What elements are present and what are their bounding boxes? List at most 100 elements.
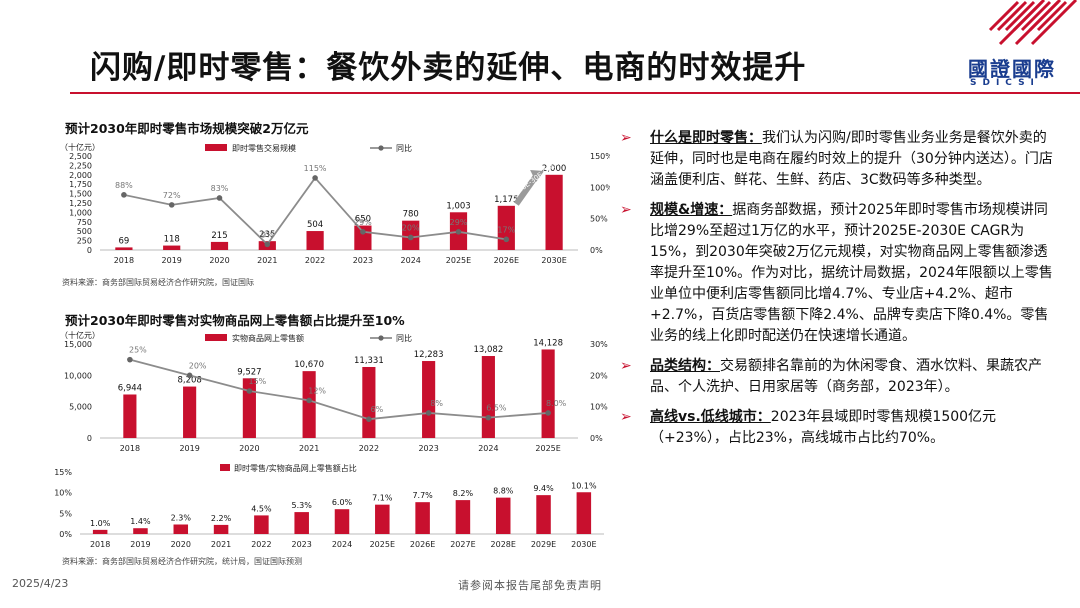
yoy-label: 20% [402, 223, 420, 232]
chart1-source: 资料来源：商务部国际贸易经济合作研究院，国证国际 [62, 278, 254, 287]
bar [362, 366, 376, 438]
y-tick-label: 1,500 [69, 190, 92, 199]
x-tick-label: 2021 [299, 444, 319, 453]
chart2: （十亿元） 实物商品网上零售额 同比 0 5,000 10,000 15,000 0% 10% 2… [60, 330, 608, 453]
x-tick-label: 2022 [251, 540, 271, 549]
bullet-city-tier: ➢ 高线vs.低线城市：2023年县域即时零售规模1500亿元（+23%），占比… [620, 407, 1060, 449]
bar [375, 504, 390, 534]
x-tick-label: 2021 [257, 256, 277, 265]
bar-value-label: 13,082 [474, 345, 504, 355]
bar [183, 386, 197, 438]
x-tick-label: 2030E [541, 256, 566, 265]
logo-name: 國證國際 [968, 57, 1056, 81]
report-date: 2025/4/23 [12, 577, 69, 590]
y-tick-label: 500 [77, 227, 92, 236]
yoy-label: 15% [248, 377, 266, 386]
bar-value-label: 5.3% [292, 501, 313, 510]
bar-value-label: 9.4% [533, 484, 554, 493]
bar-value-label: 650 [355, 215, 371, 225]
y-axis-label: （十亿元） [60, 142, 100, 152]
yoy-label: 9% [261, 230, 274, 239]
yoy-point [503, 236, 510, 243]
cagr-annotation: 2026E-30E CAGR=14% [509, 145, 580, 200]
bar [576, 492, 592, 534]
legend-swatch-bar [220, 464, 230, 471]
yoy-line [129, 358, 549, 421]
bar-value-label: 6,944 [118, 383, 142, 393]
bar-value-label: 1.4% [130, 517, 151, 526]
arrow-icon: ➢ [620, 409, 632, 425]
yoy-label: 6% [371, 405, 384, 414]
bar [92, 529, 108, 534]
bullet-head: 规模&增速： [650, 202, 733, 218]
bullet-head: 什么是即时零售： [650, 130, 762, 146]
bar-value-label: 7.1% [372, 494, 393, 503]
x-tick-label: 2021 [211, 540, 231, 549]
bar-value-label: 4.5% [251, 504, 272, 513]
legend-swatch-marker [378, 145, 384, 151]
chart3: 即时零售/实物商品网上零售额占比 0% 5% 10% 15% 1.0% 2018 1.4% 20… [54, 463, 604, 549]
arrow-icon: ➢ [620, 130, 632, 146]
bullet-head: 品类结构： [650, 358, 720, 374]
x-tick-label: 2020 [239, 444, 259, 453]
bar [242, 378, 256, 438]
x-tick-label: 2026E [410, 540, 435, 549]
y-tick-label: 15,000 [64, 340, 92, 349]
y2-tick-label: 0% [590, 434, 603, 443]
bar [545, 174, 563, 250]
x-tick-label: 2019 [179, 444, 199, 453]
bar [123, 394, 137, 438]
bar-value-label: 215 [211, 231, 227, 241]
bar-value-label: 69 [118, 236, 129, 246]
bar-value-label: 6.0% [332, 498, 353, 507]
bar-value-label: 504 [307, 220, 323, 230]
legend-label-bar: 即时零售交易规模 [232, 143, 296, 153]
logo-sub: SDICSI [970, 78, 1040, 88]
bar-value-label: 7.7% [412, 491, 433, 500]
y-tick-label: 750 [77, 218, 92, 227]
page-title: 闪购/即时零售：餐饮外卖的延伸、电商的时效提升 [90, 50, 807, 86]
x-tick-label: 2025E [370, 540, 395, 549]
legend-label-line: 同比 [396, 143, 412, 153]
yoy-label: 25% [129, 346, 147, 355]
bar [422, 361, 436, 438]
bar [306, 231, 324, 250]
y-axis-label: （十亿元） [60, 330, 100, 340]
y2-tick-label: 150% [590, 152, 610, 161]
yoy-point [264, 241, 271, 248]
x-tick-label: 2028E [491, 540, 516, 549]
bar-value-label: 11,331 [354, 356, 384, 366]
x-tick-label: 2023 [418, 444, 438, 453]
x-tick-label: 2027E [450, 540, 475, 549]
yoy-label: 29% [450, 218, 468, 227]
x-tick-label: 2020 [209, 256, 229, 265]
bar [213, 524, 229, 534]
x-tick-label: 2024 [401, 256, 421, 265]
bar-value-label: 2.3% [171, 513, 192, 522]
y-tick-label: 0 [87, 434, 92, 443]
y-tick-label: 250 [77, 237, 92, 246]
bar [210, 241, 229, 250]
yoy-label: 83% [211, 184, 229, 193]
bar [294, 512, 309, 534]
bar-value-label: 10.1% [571, 481, 597, 490]
x-tick-label: 2030E [571, 540, 596, 549]
cagr-arrowhead [530, 170, 545, 182]
bar [495, 497, 511, 534]
bar-value-label: 8,208 [177, 376, 201, 386]
legend-swatch-bar [205, 334, 227, 341]
bar-value-label: 1,175 [494, 195, 518, 205]
chart1-title: 预计2030年即时零售市场规模突破2万亿元 [65, 121, 309, 136]
yoy-label: 72% [163, 191, 181, 200]
legend-label-bar: 实物商品网上零售额 [232, 333, 304, 343]
x-tick-label: 2029E [531, 540, 556, 549]
bar [254, 515, 269, 534]
logo-icon [988, 0, 1078, 46]
bar-value-label: 118 [164, 235, 180, 245]
x-tick-label: 2020 [171, 540, 191, 549]
bullet-text: 交易额排名靠前的为休闲零食、酒水饮料、果蔬农产品、个人洗护、日用家居等（商务部，… [650, 358, 1042, 395]
yoy-point [407, 234, 414, 241]
bar-value-label: 1,003 [446, 201, 470, 211]
yoy-label: 8.0% [546, 399, 567, 408]
bar-value-label: 12,283 [414, 350, 444, 360]
